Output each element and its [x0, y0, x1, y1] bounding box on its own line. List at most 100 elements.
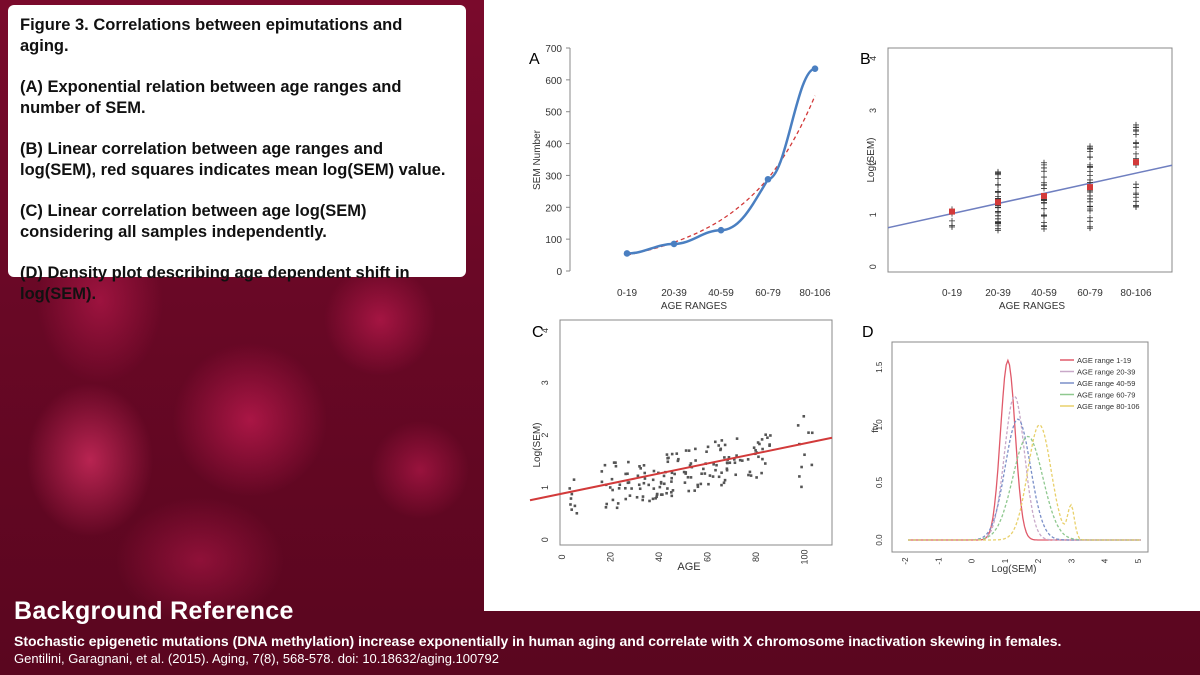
b-data-point	[1041, 159, 1047, 166]
c-data-point	[671, 489, 675, 492]
d-legend-label: AGE range 80-106	[1077, 402, 1140, 411]
c-data-point	[665, 453, 669, 456]
c-data-point	[696, 485, 700, 489]
b-x-tick-label: 80-106	[1120, 288, 1152, 299]
a-y-tick-label: 500	[545, 108, 562, 119]
b-x-label: AGE RANGES	[999, 301, 1065, 312]
c-data-point	[720, 471, 723, 475]
c-data-point	[603, 463, 607, 467]
c-data-point	[666, 460, 670, 464]
b-mean-square	[949, 208, 955, 215]
c-data-point	[766, 436, 769, 440]
c-data-point	[605, 502, 609, 506]
panel-label-c: C	[532, 324, 544, 341]
d-x-label: Log(SEM)	[991, 564, 1036, 575]
c-data-point	[758, 442, 761, 446]
c-data-point	[746, 458, 750, 461]
chart-a: 0 100 200 300 400 500 600 700 0-19 20-39 40-59 60-7…	[532, 44, 831, 312]
c-data-point	[573, 504, 577, 508]
d-x-tick-label: 5	[1134, 558, 1143, 563]
c-data-point	[735, 454, 738, 457]
c-data-point	[713, 440, 717, 444]
b-y-tick-label: 2	[868, 160, 878, 165]
c-data-point	[642, 464, 646, 467]
d-legend-label: AGE range 40-59	[1077, 379, 1135, 388]
reference-citation: Gentilini, Garagnani, et al. (2015). Agi…	[14, 651, 499, 666]
d-y-tick-label: 1.5	[875, 361, 884, 373]
c-data-point	[642, 481, 646, 485]
figure-panel: A B C D 0 100 200 300 400 500 600 700 0-19 20-39 4…	[484, 0, 1200, 611]
b-data-point	[1041, 168, 1047, 175]
c-data-point	[689, 462, 693, 465]
b-data-point	[1133, 144, 1139, 151]
a-y-tick-label: 200	[545, 203, 562, 214]
c-data-point	[725, 467, 729, 471]
b-data-point	[1041, 205, 1047, 212]
c-data-point	[635, 495, 639, 499]
d-x-tick-label: -1	[934, 557, 943, 565]
b-mean-square	[1041, 192, 1047, 199]
b-data-point	[949, 217, 955, 224]
b-data-point	[1041, 213, 1047, 220]
c-y-tick-label: 3	[540, 380, 550, 385]
c-data-point	[600, 480, 604, 484]
c-data-point	[763, 462, 767, 465]
c-data-point	[800, 485, 803, 489]
c-data-point	[659, 493, 663, 496]
c-data-point	[800, 465, 803, 469]
b-mean-square	[1087, 184, 1093, 191]
c-data-point	[722, 481, 726, 485]
c-data-point	[798, 475, 801, 478]
figure-caption: Figure 3. Correlations between epimutati…	[8, 5, 466, 303]
c-data-point	[638, 465, 641, 468]
a-x-tick-label: 20-39	[661, 288, 687, 299]
c-data-point	[612, 461, 616, 464]
c-data-point	[725, 468, 729, 472]
c-data-point	[720, 439, 724, 442]
c-data-point	[655, 495, 658, 499]
c-data-point	[569, 503, 572, 506]
b-data-point	[1087, 164, 1093, 171]
d-density-line-2	[908, 395, 1141, 541]
caption-title: Figure 3. Correlations between epimutati…	[20, 16, 403, 55]
c-data-point	[761, 447, 764, 451]
c-data-point	[665, 491, 668, 495]
c-data-point	[627, 460, 630, 464]
c-data-point	[752, 446, 756, 450]
c-data-point	[611, 488, 614, 492]
b-data-point	[1087, 176, 1093, 183]
d-y-tick-label: 1.0	[875, 419, 884, 431]
c-data-point	[608, 486, 612, 489]
a-sem-line	[626, 67, 816, 255]
reference-title: Stochastic epigenetic mutations (DNA met…	[14, 633, 1062, 649]
b-x-tick-label: 20-39	[985, 288, 1011, 299]
c-data-point	[659, 480, 663, 484]
background-reference-heading: Background Reference	[14, 597, 294, 625]
b-y-tick-label: 0	[868, 264, 878, 269]
c-x-tick-label: 40	[654, 552, 664, 562]
caption-d: (D) Density plot describing age dependen…	[20, 264, 410, 303]
c-data-point	[756, 441, 760, 444]
b-regression-line	[887, 164, 1173, 229]
c-data-point	[676, 459, 680, 463]
c-x-tick-label: 100	[800, 549, 810, 564]
c-data-point	[639, 467, 642, 470]
panel-label-d: D	[862, 324, 874, 341]
a-exponential-fit-line	[626, 95, 816, 256]
c-data-point	[802, 414, 806, 418]
c-data-point	[616, 502, 620, 505]
c-data-point	[708, 474, 712, 477]
b-plot-frame	[887, 47, 1173, 273]
c-data-point	[658, 485, 662, 489]
c-data-point	[615, 506, 619, 510]
c-y-tick-label: 2	[540, 433, 550, 438]
b-data-point	[995, 208, 1001, 215]
c-y-tick-label: 1	[540, 485, 550, 490]
c-data-point	[648, 499, 651, 503]
c-data-point	[575, 511, 579, 515]
c-regression-line	[529, 436, 833, 502]
c-data-point	[728, 461, 732, 465]
d-x-tick-label: 2	[1034, 558, 1043, 563]
c-data-point	[643, 477, 647, 480]
a-x-tick-label: 80-106	[799, 288, 831, 299]
